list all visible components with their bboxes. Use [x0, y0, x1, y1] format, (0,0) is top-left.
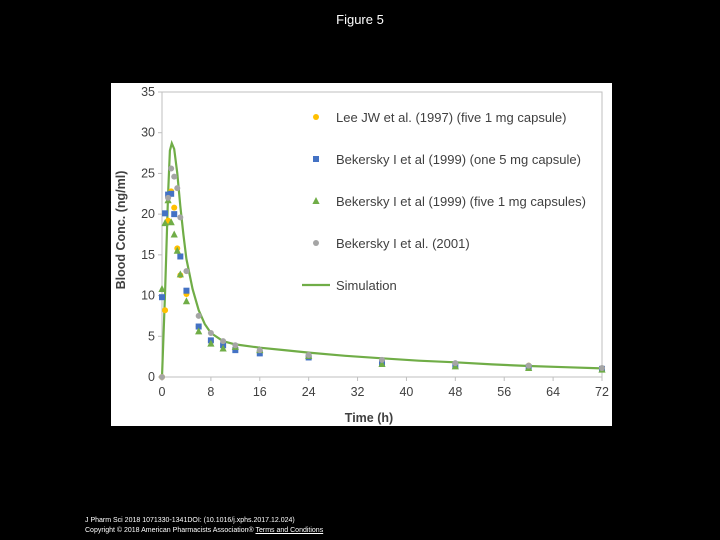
copyright-line: Copyright © 2018 American Pharmacists As… — [85, 526, 323, 536]
series-3-point — [161, 219, 169, 227]
series-4-point — [183, 268, 190, 275]
y-tick-label: 5 — [148, 329, 155, 343]
series-2-point — [256, 350, 263, 357]
series-4-point — [452, 360, 459, 367]
series-2-point — [195, 323, 202, 330]
series-4-point — [232, 342, 239, 349]
y-tick-label: 10 — [141, 289, 155, 303]
series-4-point — [177, 214, 184, 221]
series-3-point — [158, 285, 166, 293]
x-tick-label: 0 — [159, 385, 166, 399]
series-3-point — [182, 297, 191, 305]
x-tick-label: 72 — [595, 385, 609, 399]
y-tick-label: 30 — [141, 126, 155, 140]
series-1-point — [162, 307, 169, 314]
copyright-text: Copyright © 2018 American Pharmacists As… — [85, 527, 254, 534]
series-4-point — [220, 338, 227, 345]
legend-marker-2 — [313, 156, 319, 162]
x-axis-label: Time (h) — [345, 411, 393, 425]
plot-area-border — [161, 91, 603, 378]
series-4-point — [159, 374, 165, 380]
x-tick-label: 24 — [302, 385, 316, 399]
y-tick-label: 15 — [141, 248, 155, 262]
series-2-point — [162, 210, 169, 217]
series-4-point — [525, 362, 532, 369]
series-2-point — [159, 294, 165, 301]
series-4-point — [207, 330, 214, 337]
citation-text: J Pharm Sci 2018 1071330-1341DOI: (10.10… — [85, 517, 295, 524]
series-2-point — [165, 191, 172, 198]
series-4-point — [171, 173, 178, 180]
x-tick-label: 40 — [399, 385, 413, 399]
series-3-point — [207, 339, 215, 347]
series-3-point — [167, 218, 175, 226]
legend-marker-3 — [312, 197, 320, 204]
series-4-point — [165, 194, 172, 201]
y-tick-label: 35 — [141, 85, 155, 99]
legend-label-2: Bekersky I et al (1999) (one 5 mg capsul… — [336, 152, 581, 167]
series-3-point — [195, 327, 203, 335]
series-3-point — [173, 246, 181, 254]
x-tick-label: 56 — [497, 385, 511, 399]
series-1-point — [171, 204, 178, 211]
series-4-point — [168, 165, 175, 172]
series-3-point — [170, 230, 178, 238]
slide-title: Figure 5 — [336, 12, 384, 27]
series-2-point — [168, 190, 175, 197]
x-tick-label: 8 — [207, 385, 214, 399]
legend-marker-4 — [313, 240, 319, 246]
citation-footer: J Pharm Sci 2018 1071330-1341DOI: (10.10… — [85, 516, 323, 536]
legend-label-4: Bekersky I et al. (2001) — [336, 236, 470, 251]
terms-and-conditions-link[interactable]: Terms and Conditions — [255, 527, 324, 534]
series-2-point — [171, 211, 178, 218]
y-tick-label: 25 — [141, 166, 155, 180]
series-4-point — [195, 312, 202, 319]
series-4-point — [379, 356, 385, 363]
chart-panel: 0 5 10 15 20 25 30 35 0 8 16 24 32 40 48 56 64 72 Lee JW … — [111, 83, 612, 426]
x-tick-label: 64 — [546, 385, 560, 399]
series-2-point — [177, 253, 184, 260]
series-3-point — [219, 344, 227, 352]
series-2-point — [232, 347, 239, 354]
simulation-line — [160, 139, 603, 378]
series-3-point — [378, 359, 386, 367]
legend-marker-1 — [313, 114, 319, 120]
y-tick-label: 0 — [148, 370, 155, 384]
series-2-point — [183, 287, 190, 294]
legend-label-5: Simulation — [336, 278, 397, 293]
legend-label-1: Lee JW et al. (1997) (five 1 mg capsule) — [336, 110, 567, 125]
series-4-point — [305, 352, 312, 359]
series-4-point — [256, 347, 263, 354]
series-4-point — [174, 185, 181, 192]
series-4-point — [599, 365, 605, 372]
y-axis-label: Blood Conc. (ng/ml) — [114, 171, 128, 290]
legend-label-3: Bekersky I et al (1999) (five 1 mg capsu… — [336, 194, 586, 209]
series-3-point — [176, 270, 184, 278]
x-tick-label: 32 — [351, 385, 365, 399]
blood-concentration-chart: 0 5 10 15 20 25 30 35 0 8 16 24 32 40 48 56 64 72 Lee JW … — [114, 85, 609, 425]
x-tick-label: 16 — [253, 385, 267, 399]
x-tick-label: 48 — [448, 385, 462, 399]
y-tick-label: 20 — [141, 207, 155, 221]
